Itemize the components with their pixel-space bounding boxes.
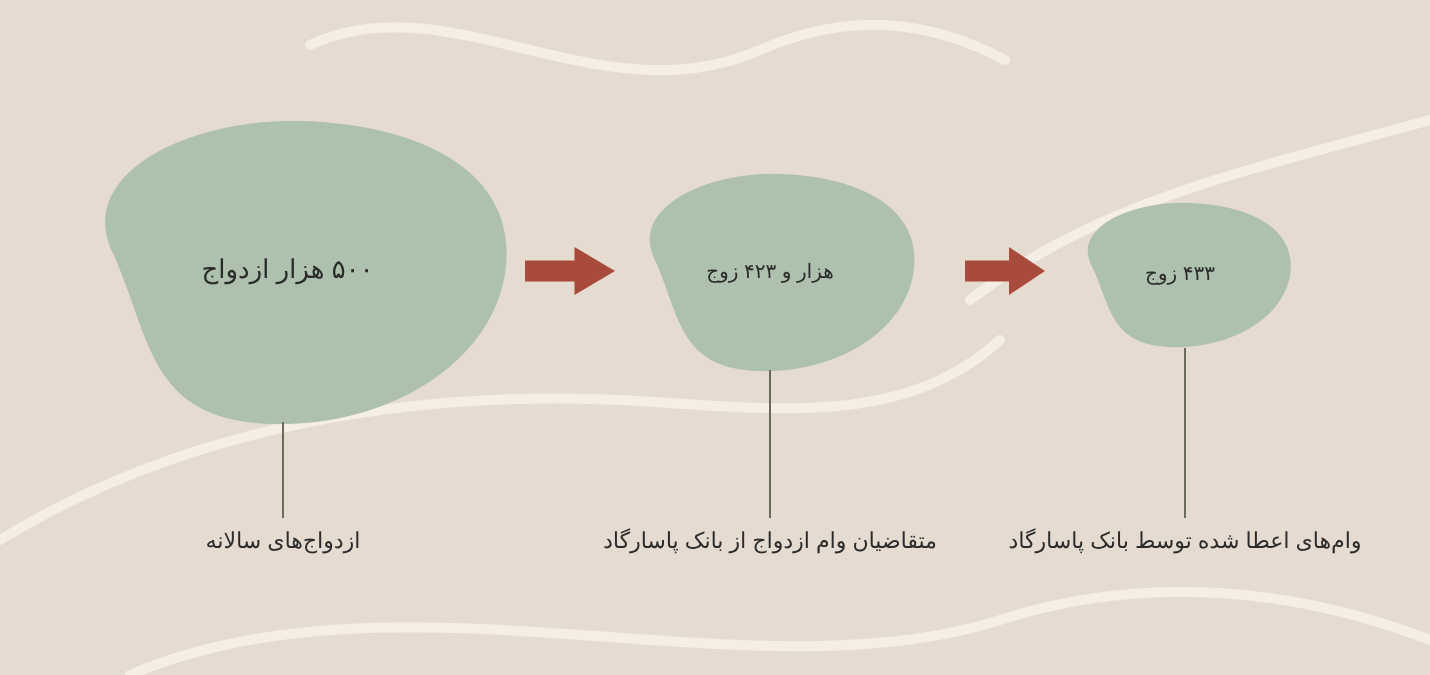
arrow-right-icon: [525, 247, 615, 295]
wave-top: [310, 25, 1005, 70]
caption-2: متقاضیان وام ازدواج از بانک پاسارگاد: [603, 528, 937, 554]
blob-node-1: ۵۰۰ هزار ازدواج: [60, 115, 515, 430]
connector-line-1: [282, 422, 284, 518]
wave-bottom: [130, 592, 1430, 675]
connector-line-3: [1184, 348, 1186, 518]
connector-line-2: [769, 370, 771, 518]
caption-1: ازدواج‌های سالانه: [206, 528, 361, 554]
arrow-right-icon: [965, 247, 1045, 295]
blob-node-2: هزار و ۴۲۳ زوج: [620, 170, 920, 375]
blob-node-3: ۴۳۳ زوج: [1065, 200, 1295, 350]
diagram-canvas: ۵۰۰ هزار ازدواج هزار و ۴۲۳ زوج ۴۳۳ زوج ازد…: [0, 0, 1430, 675]
caption-3: وام‌های اعطا شده توسط بانک پاسارگاد: [1009, 528, 1362, 554]
